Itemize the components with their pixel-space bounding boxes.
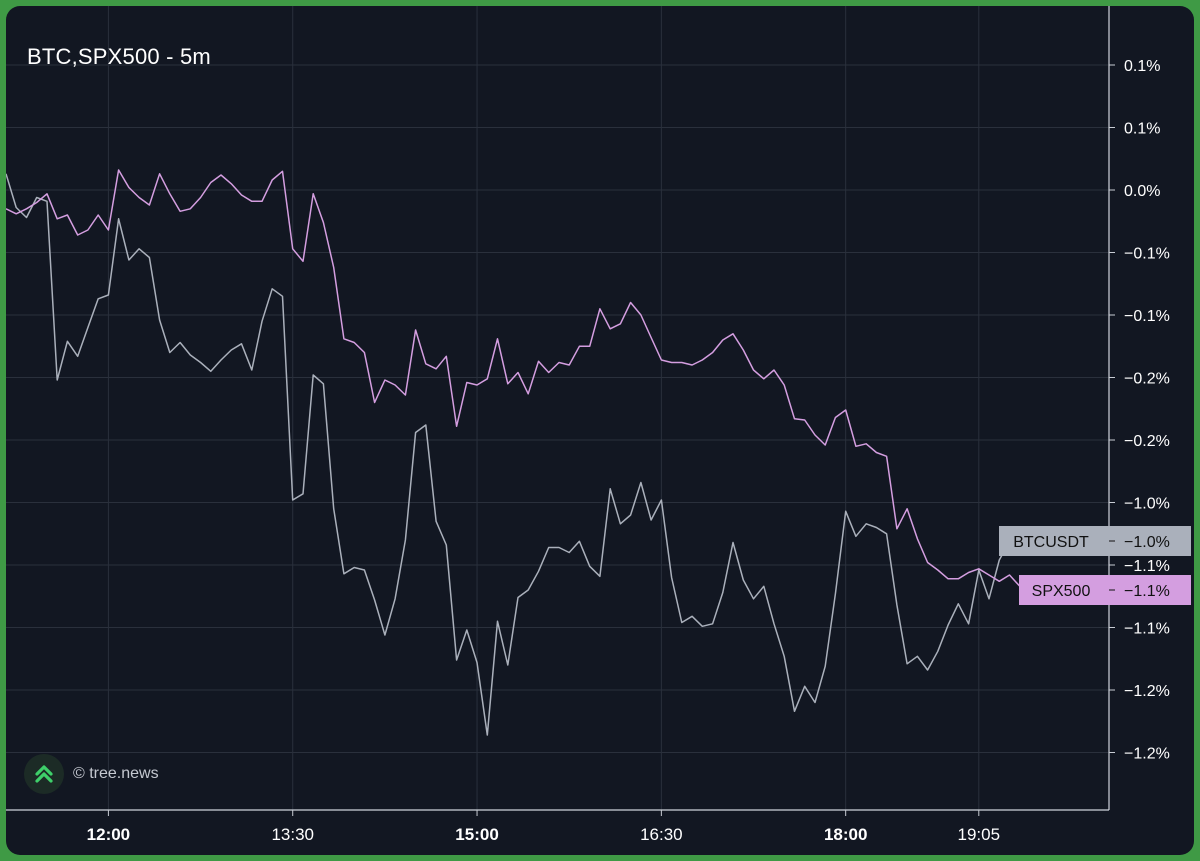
series-name-box bbox=[999, 526, 1109, 556]
x-tick-label: 18:00 bbox=[824, 825, 867, 844]
watermark-text: © tree.news bbox=[73, 765, 159, 782]
y-tick-label: 0.0% bbox=[1124, 183, 1160, 200]
series-line-btcusdt[interactable] bbox=[6, 173, 1020, 736]
chart-title: BTC,SPX500 - 5m bbox=[27, 44, 211, 69]
series-value-box bbox=[1109, 575, 1191, 605]
y-tick-label: −1.0% bbox=[1124, 496, 1170, 513]
y-tick-label: −0.1% bbox=[1124, 308, 1170, 325]
x-tick-label: 19:05 bbox=[958, 825, 1001, 844]
x-tick-label: 13:30 bbox=[271, 825, 314, 844]
chart-frame: 0.1% 0.1% 0.0% −0.1% −0.1% −0.2% −0.2% −1.0% −1.… bbox=[6, 6, 1194, 855]
y-tick-label: −0.1% bbox=[1124, 246, 1170, 263]
watermark[interactable]: © tree.news bbox=[24, 754, 159, 794]
series-value-box bbox=[1109, 526, 1191, 556]
line-chart[interactable]: 0.1% 0.1% 0.0% −0.1% −0.1% −0.2% −0.2% −1.0% −1.… bbox=[6, 6, 1194, 855]
x-tick-label: 12:00 bbox=[87, 825, 130, 844]
series-value-label: −1.0% bbox=[1124, 534, 1170, 551]
y-tick-label: 0.1% bbox=[1124, 121, 1160, 138]
y-tick-label: −0.2% bbox=[1124, 371, 1170, 388]
series-line-spx500[interactable] bbox=[6, 169, 1021, 587]
y-tick-label: −1.1% bbox=[1124, 621, 1170, 638]
y-tick-label: −0.2% bbox=[1124, 433, 1170, 450]
y-tick-label: 0.1% bbox=[1124, 58, 1160, 75]
series-name-box bbox=[1019, 575, 1109, 605]
tree-news-logo-icon bbox=[24, 754, 64, 794]
x-tick-label: 16:30 bbox=[640, 825, 683, 844]
series-name-label: SPX500 bbox=[1032, 583, 1091, 600]
series-name-label: BTCUSDT bbox=[1013, 534, 1089, 551]
y-tick-label: −1.1% bbox=[1124, 558, 1170, 575]
y-tick-label: −1.2% bbox=[1124, 683, 1170, 700]
x-tick-label: 15:00 bbox=[455, 825, 498, 844]
series-value-label: −1.1% bbox=[1124, 583, 1170, 600]
y-tick-label: −1.2% bbox=[1124, 746, 1170, 763]
